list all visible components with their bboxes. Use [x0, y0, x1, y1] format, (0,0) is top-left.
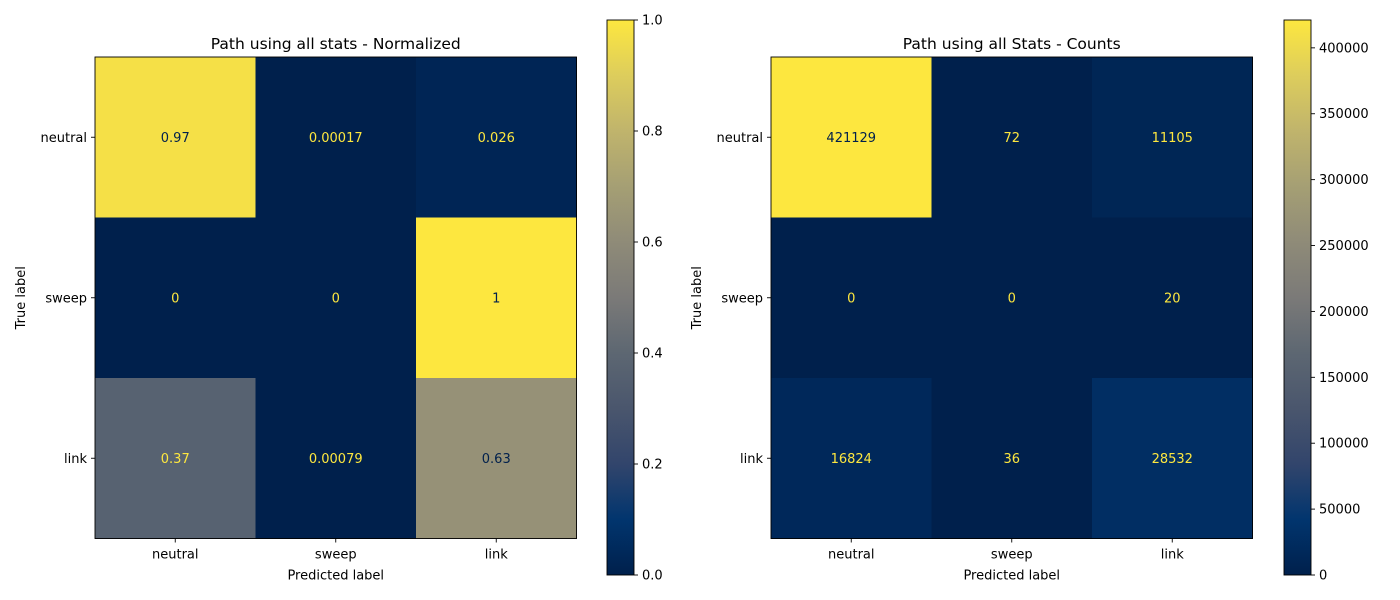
colorbar-tick-label: 150000	[1319, 371, 1369, 386]
matrix-cell	[95, 378, 256, 539]
x-axis-label: Predicted label	[963, 569, 1060, 584]
colorbar-frame	[606, 19, 635, 576]
y-tick-label: neutral	[717, 131, 764, 146]
colorbar-tick-label: 0.6	[642, 236, 663, 251]
colorbar-tick-label: 50000	[1319, 503, 1360, 518]
cell-value-label: 20	[1164, 291, 1181, 306]
x-tick-label: sweep	[991, 548, 1033, 563]
cell-value-label: 36	[1003, 452, 1020, 467]
colorbar-tick-label: 250000	[1319, 239, 1369, 254]
cell-value-label: 0.00079	[309, 452, 363, 467]
y-axis-label: True label	[14, 266, 29, 330]
colorbar-tick-label: 400000	[1319, 41, 1369, 56]
matrix-cell	[255, 217, 417, 379]
cell-value-label: 0	[171, 291, 179, 306]
matrix-cell	[771, 217, 932, 379]
colorbar-tick-label: 100000	[1319, 437, 1369, 452]
matrix-cell	[771, 378, 932, 539]
cell-value-label: 0.00017	[309, 131, 363, 146]
cell-value-label: 0	[332, 291, 340, 306]
colorbar-tick-label: 200000	[1319, 305, 1369, 320]
confusion-matrix-panels: Path using all stats - Normalized 0.97 0.0…	[14, 14, 1369, 584]
colorbar-tick-label: 0.4	[642, 347, 663, 362]
cell-value-label: 28532	[1152, 452, 1193, 467]
colorbar-tick-label: 0.0	[642, 569, 663, 584]
cell-value-label: 1	[492, 291, 500, 306]
colorbar-tick-label: 300000	[1319, 173, 1369, 188]
colorbar-frame	[1283, 19, 1312, 576]
colorbar	[607, 20, 634, 575]
y-axis-label: True label	[690, 266, 705, 330]
cell-value-label: 72	[1003, 131, 1020, 146]
matrix-cell	[95, 57, 256, 218]
matrix-cell	[1092, 217, 1253, 379]
cell-value-label: 11105	[1152, 131, 1193, 146]
colorbar	[1284, 20, 1311, 575]
confusion-matrix-2: Path using all Stats - Counts 421129 72 111…	[690, 19, 1369, 584]
matrix-cell	[416, 378, 577, 539]
matrix-cell	[771, 57, 932, 218]
cell-value-label: 0.63	[482, 452, 511, 467]
colorbar-tick-label: 0.2	[642, 458, 663, 473]
x-axis-label: Predicted label	[287, 569, 384, 584]
matrix-cell	[931, 378, 1093, 539]
matrix-cell	[931, 217, 1093, 379]
confusion-matrix-1: Path using all stats - Normalized 0.97 0.0…	[14, 14, 663, 584]
y-tick-label: sweep	[721, 291, 763, 306]
y-tick-label: neutral	[41, 131, 88, 146]
colorbar-tick-label: 350000	[1319, 107, 1369, 122]
matrix-cell	[416, 57, 577, 218]
matrix-cell	[416, 217, 577, 379]
colorbar-tick-label: 0.8	[642, 125, 663, 140]
y-tick-label: link	[740, 452, 763, 467]
y-tick-label: link	[64, 452, 87, 467]
matrix-cell	[1092, 57, 1253, 218]
cell-value-label: 16824	[831, 452, 872, 467]
chart-title: Path using all stats - Normalized	[211, 35, 461, 53]
matrix-cell	[255, 378, 417, 539]
x-tick-label: link	[1161, 548, 1184, 563]
colorbar-tick-label: 0	[1319, 569, 1327, 584]
cell-value-label: 0	[847, 291, 855, 306]
cell-value-label: 421129	[826, 131, 876, 146]
x-tick-label: neutral	[152, 548, 199, 563]
cell-value-label: 0.37	[161, 452, 190, 467]
x-tick-label: link	[485, 548, 508, 563]
matrix-cell	[95, 217, 256, 379]
cell-value-label: 0.97	[161, 131, 190, 146]
matrix-cell	[931, 57, 1093, 218]
matrix-cell	[1092, 378, 1253, 539]
cell-value-label: 0	[1008, 291, 1016, 306]
colorbar-tick-label: 1.0	[642, 14, 663, 29]
x-tick-label: neutral	[828, 548, 875, 563]
x-tick-label: sweep	[315, 548, 357, 563]
chart-title: Path using all Stats - Counts	[903, 35, 1121, 53]
y-tick-label: sweep	[45, 291, 87, 306]
cell-value-label: 0.026	[478, 131, 515, 146]
matrix-cell	[255, 57, 417, 218]
